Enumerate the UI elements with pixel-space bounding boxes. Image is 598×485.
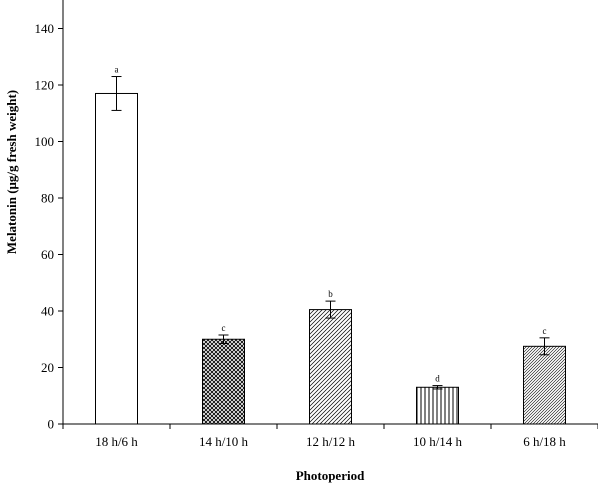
significance-labels: a c b d c [115, 65, 547, 384]
y-tick-label: 80 [41, 191, 54, 206]
significance-letter: b [328, 289, 333, 299]
error-bars [111, 76, 550, 390]
x-axis-ticks: 18 h/6 h 14 h/10 h 12 h/12 h 10 h/14 h 6 h/1… [62, 424, 598, 449]
y-tick-label: 20 [41, 360, 54, 375]
bars [95, 92, 566, 425]
bar [202, 338, 245, 425]
significance-letter: a [115, 65, 119, 75]
bar [416, 386, 459, 425]
y-tick-label: 0 [48, 417, 55, 432]
y-axis-title: Melatonin (μg/g fresh weight) [4, 90, 19, 254]
y-axis-title-group: Melatonin (μg/g fresh weight) [4, 90, 19, 254]
bar [95, 92, 138, 425]
x-category-label: 6 h/18 h [523, 434, 566, 449]
significance-letter: d [435, 374, 440, 384]
x-category-label: 14 h/10 h [199, 434, 249, 449]
x-axis-title: Photoperiod [296, 468, 365, 483]
bar [309, 309, 352, 425]
y-tick-label: 120 [35, 78, 55, 93]
x-category-label: 12 h/12 h [306, 434, 356, 449]
y-tick-label: 40 [41, 304, 54, 319]
significance-letter: c [222, 323, 226, 333]
bar [523, 345, 566, 425]
y-tick-label: 60 [41, 247, 54, 262]
x-category-label: 10 h/14 h [413, 434, 463, 449]
significance-letter: c [543, 326, 547, 336]
x-category-label: 18 h/6 h [95, 434, 138, 449]
y-axis-ticks: 0 20 40 60 80 100 120 140 [35, 21, 63, 432]
y-tick-label: 140 [35, 21, 55, 36]
y-tick-label: 100 [35, 134, 55, 149]
